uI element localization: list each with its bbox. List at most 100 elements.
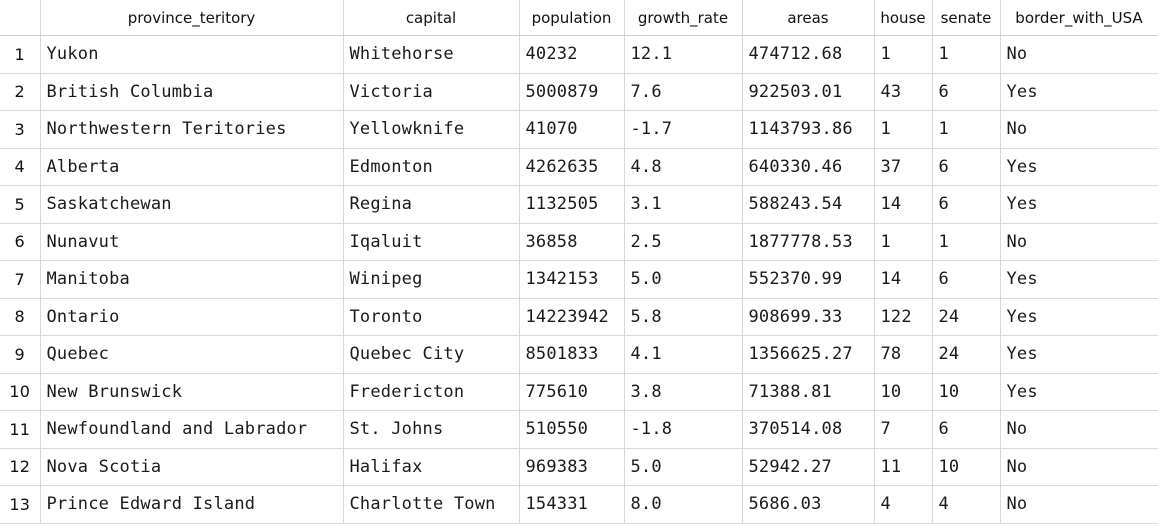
row-number[interactable]: 7 — [0, 260, 41, 299]
row-number[interactable]: 6 — [0, 223, 41, 261]
cell-house[interactable]: 14 — [874, 185, 933, 224]
cell-capital[interactable]: Halifax — [343, 448, 520, 486]
cell-house[interactable]: 43 — [874, 73, 933, 111]
cell-areas[interactable]: 52942.27 — [742, 448, 875, 486]
column-header-province[interactable]: province_teritory — [40, 0, 344, 36]
cell-capital[interactable]: Quebec City — [343, 335, 520, 374]
cell-border-with-usa[interactable]: No — [1000, 448, 1158, 486]
cell-house[interactable]: 1 — [874, 110, 933, 149]
row-number[interactable]: 2 — [0, 73, 41, 111]
cell-border-with-usa[interactable]: No — [1000, 223, 1158, 261]
cell-capital[interactable]: Toronto — [343, 298, 520, 336]
table-row[interactable]: 12 Nova Scotia Halifax 969383 5.0 52942.27 11 1… — [0, 448, 1158, 486]
cell-population[interactable]: 969383 — [519, 448, 625, 486]
cell-border-with-usa[interactable]: No — [1000, 110, 1158, 149]
cell-house[interactable]: 10 — [874, 373, 933, 411]
cell-senate[interactable]: 6 — [932, 260, 1001, 299]
cell-senate[interactable]: 6 — [932, 410, 1001, 449]
table-row[interactable]: 5 Saskatchewan Regina 1132505 3.1 588243.54 14… — [0, 185, 1158, 224]
cell-population[interactable]: 1342153 — [519, 260, 625, 299]
cell-growth-rate[interactable]: 7.6 — [624, 73, 743, 111]
row-number[interactable]: 11 — [0, 410, 41, 449]
cell-growth-rate[interactable]: 2.5 — [624, 223, 743, 261]
cell-province[interactable]: Yukon — [40, 35, 344, 74]
cell-areas[interactable]: 922503.01 — [742, 73, 875, 111]
column-header-areas[interactable]: areas — [742, 0, 875, 36]
cell-population[interactable]: 8501833 — [519, 335, 625, 374]
row-number[interactable]: 1 — [0, 35, 41, 74]
table-row[interactable]: 6 Nunavut Iqaluit 36858 2.5 1877778.53 1 1 No — [0, 223, 1158, 261]
cell-senate[interactable]: 10 — [932, 448, 1001, 486]
cell-capital[interactable]: Yellowknife — [343, 110, 520, 149]
cell-province[interactable]: Ontario — [40, 298, 344, 336]
cell-population[interactable]: 40232 — [519, 35, 625, 74]
cell-border-with-usa[interactable]: Yes — [1000, 73, 1158, 111]
cell-border-with-usa[interactable]: Yes — [1000, 148, 1158, 186]
cell-growth-rate[interactable]: 8.0 — [624, 485, 743, 524]
cell-house[interactable]: 78 — [874, 335, 933, 374]
cell-population[interactable]: 36858 — [519, 223, 625, 261]
cell-capital[interactable]: Whitehorse — [343, 35, 520, 74]
cell-population[interactable]: 154331 — [519, 485, 625, 524]
row-number[interactable]: 8 — [0, 298, 41, 336]
cell-areas[interactable]: 640330.46 — [742, 148, 875, 186]
row-number[interactable]: 9 — [0, 335, 41, 374]
cell-province[interactable]: Nunavut — [40, 223, 344, 261]
cell-border-with-usa[interactable]: No — [1000, 35, 1158, 74]
cell-growth-rate[interactable]: 4.1 — [624, 335, 743, 374]
column-header-senate[interactable]: senate — [932, 0, 1001, 36]
cell-growth-rate[interactable]: 5.8 — [624, 298, 743, 336]
cell-areas[interactable]: 5686.03 — [742, 485, 875, 524]
cell-house[interactable]: 37 — [874, 148, 933, 186]
column-header-growth-rate[interactable]: growth_rate — [624, 0, 743, 36]
cell-areas[interactable]: 908699.33 — [742, 298, 875, 336]
cell-senate[interactable]: 10 — [932, 373, 1001, 411]
row-number[interactable]: 10 — [0, 373, 41, 411]
cell-growth-rate[interactable]: 3.1 — [624, 185, 743, 224]
row-number[interactable]: 12 — [0, 448, 41, 486]
table-row[interactable]: 9 Quebec Quebec City 8501833 4.1 1356625.27 78… — [0, 335, 1158, 374]
cell-senate[interactable]: 1 — [932, 223, 1001, 261]
column-header-border-with-usa[interactable]: border_with_USA — [1000, 0, 1158, 36]
cell-province[interactable]: Northwestern Teritories — [40, 110, 344, 149]
table-row[interactable]: 10 New Brunswick Fredericton 775610 3.8 71388… — [0, 373, 1158, 411]
cell-population[interactable]: 41070 — [519, 110, 625, 149]
cell-areas[interactable]: 588243.54 — [742, 185, 875, 224]
cell-province[interactable]: Nova Scotia — [40, 448, 344, 486]
cell-senate[interactable]: 6 — [932, 148, 1001, 186]
cell-areas[interactable]: 1877778.53 — [742, 223, 875, 261]
cell-province[interactable]: Saskatchewan — [40, 185, 344, 224]
cell-areas[interactable]: 370514.08 — [742, 410, 875, 449]
table-row[interactable]: 1 Yukon Whitehorse 40232 12.1 474712.68 1 1 No — [0, 35, 1158, 74]
cell-areas[interactable]: 474712.68 — [742, 35, 875, 74]
cell-population[interactable]: 5000879 — [519, 73, 625, 111]
cell-areas[interactable]: 1356625.27 — [742, 335, 875, 374]
row-number[interactable]: 3 — [0, 110, 41, 149]
cell-senate[interactable]: 6 — [932, 185, 1001, 224]
cell-growth-rate[interactable]: -1.7 — [624, 110, 743, 149]
column-header-population[interactable]: population — [519, 0, 625, 36]
cell-house[interactable]: 11 — [874, 448, 933, 486]
cell-province[interactable]: Prince Edward Island — [40, 485, 344, 524]
cell-house[interactable]: 7 — [874, 410, 933, 449]
cell-population[interactable]: 14223942 — [519, 298, 625, 336]
cell-population[interactable]: 510550 — [519, 410, 625, 449]
cell-growth-rate[interactable]: 5.0 — [624, 448, 743, 486]
cell-capital[interactable]: Edmonton — [343, 148, 520, 186]
cell-capital[interactable]: Iqaluit — [343, 223, 520, 261]
cell-border-with-usa[interactable]: Yes — [1000, 335, 1158, 374]
cell-population[interactable]: 4262635 — [519, 148, 625, 186]
table-row[interactable]: 4 Alberta Edmonton 4262635 4.8 640330.46 37 6 Ye… — [0, 148, 1158, 186]
row-number[interactable]: 5 — [0, 185, 41, 224]
cell-areas[interactable]: 1143793.86 — [742, 110, 875, 149]
cell-growth-rate[interactable]: 12.1 — [624, 35, 743, 74]
cell-province[interactable]: Newfoundland and Labrador — [40, 410, 344, 449]
cell-house[interactable]: 1 — [874, 35, 933, 74]
column-header-capital[interactable]: capital — [343, 0, 520, 36]
cell-house[interactable]: 122 — [874, 298, 933, 336]
cell-house[interactable]: 1 — [874, 223, 933, 261]
table-row[interactable]: 7 Manitoba Winipeg 1342153 5.0 552370.99 14 6 Ye… — [0, 260, 1158, 299]
cell-growth-rate[interactable]: 4.8 — [624, 148, 743, 186]
cell-border-with-usa[interactable]: No — [1000, 410, 1158, 449]
cell-areas[interactable]: 71388.81 — [742, 373, 875, 411]
